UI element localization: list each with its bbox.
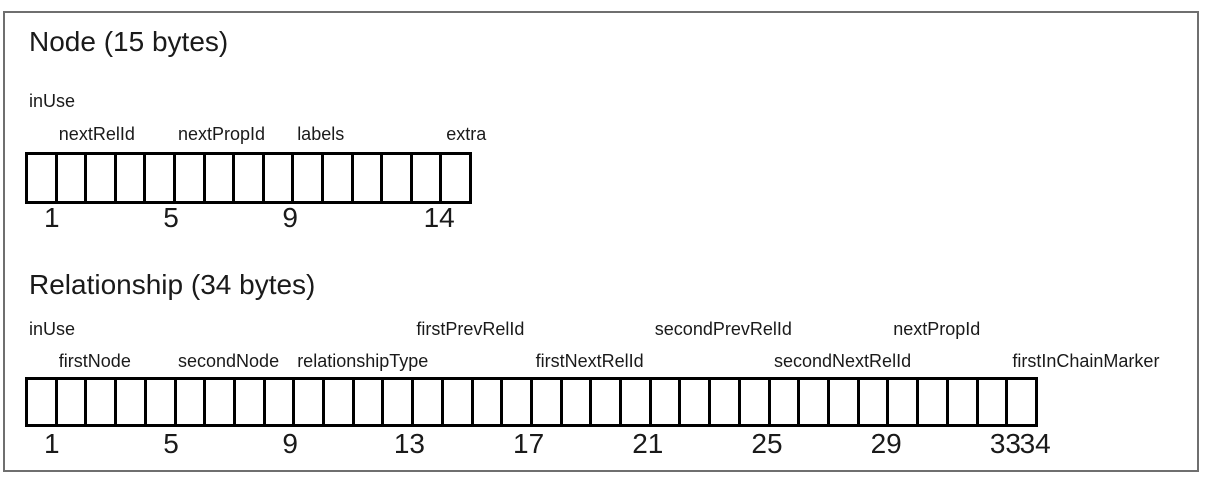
record-title-relationship: Relationship (34 bytes) (29, 269, 316, 300)
byte-cell (206, 380, 236, 424)
byte-marker: 17 (513, 428, 545, 459)
byte-cell (354, 380, 385, 424)
byte-cell (532, 380, 563, 424)
byte-marker: 21 (632, 428, 664, 459)
byte-marker: 5 (163, 202, 179, 233)
byte-cell (28, 380, 58, 424)
byte-cell (235, 155, 265, 201)
byte-cell (325, 380, 355, 424)
byte-cell (681, 380, 712, 424)
field-label-nextpropid: nextPropId (178, 124, 266, 144)
byte-cell (443, 380, 474, 424)
byte-cell (829, 380, 860, 424)
byte-cell (87, 380, 118, 424)
byte-cell (383, 155, 413, 201)
byte-marker: 1 (44, 428, 60, 459)
byte-cell (87, 155, 117, 201)
byte-cell (294, 155, 324, 201)
field-label-inuse: inUse (29, 91, 76, 111)
byte-cell (503, 380, 533, 424)
byte-cell (740, 380, 771, 424)
byte-marker: 14 (423, 202, 455, 233)
field-label-secondprevrelid: secondPrevRelId (654, 319, 792, 339)
byte-cell (592, 380, 623, 424)
field-label-extra: extra (446, 124, 487, 144)
byte-cell (295, 380, 326, 424)
byte-cell (146, 380, 177, 424)
field-label-firstnode: firstNode (58, 351, 131, 371)
byte-cell (265, 380, 296, 424)
byte-cell (622, 380, 652, 424)
field-label-nextrelid: nextRelId (58, 124, 135, 144)
byte-marker: 33 (989, 428, 1021, 459)
byte-cell (473, 380, 504, 424)
relationship-byte-row (25, 377, 1038, 427)
field-label-inuse: inUse (29, 319, 76, 339)
byte-cell (116, 155, 147, 201)
byte-cell (859, 380, 890, 424)
field-label-firstprevrelid: firstPrevRelId (416, 319, 525, 339)
byte-cell (1008, 380, 1035, 424)
byte-cell (414, 380, 444, 424)
byte-marker: 9 (282, 428, 298, 459)
record-title-node: Node (15 bytes) (29, 26, 229, 57)
byte-marker: 13 (393, 428, 425, 459)
field-label-secondnextrelid: secondNextRelId (774, 351, 912, 371)
byte-cell (978, 380, 1009, 424)
node-byte-row (25, 152, 472, 204)
byte-marker: 5 (163, 428, 179, 459)
byte-cell (562, 380, 593, 424)
byte-marker: 1 (44, 202, 60, 233)
field-label-firstnextrelid: firstNextRelId (535, 351, 644, 371)
byte-marker: 9 (282, 202, 298, 233)
byte-cell (57, 380, 88, 424)
byte-marker: 34 (1019, 428, 1051, 459)
byte-cell (175, 155, 206, 201)
byte-cell (948, 380, 979, 424)
byte-marker: 25 (751, 428, 783, 459)
byte-cell (205, 155, 236, 201)
byte-cell (323, 155, 354, 201)
field-label-labels: labels (297, 124, 345, 144)
byte-cell (442, 155, 469, 201)
field-label-secondnode: secondNode (178, 351, 280, 371)
field-label-firstinchainmarker: firstInChainMarker (1012, 351, 1160, 371)
byte-cell (711, 380, 741, 424)
byte-cell (919, 380, 949, 424)
byte-cell (384, 380, 415, 424)
field-label-relationshiptype: relationshipType (297, 351, 429, 371)
byte-cell (770, 380, 801, 424)
byte-cell (146, 155, 176, 201)
byte-cell (264, 155, 295, 201)
byte-cell (651, 380, 682, 424)
byte-cell (176, 380, 207, 424)
byte-cell (800, 380, 830, 424)
byte-cell (28, 155, 58, 201)
byte-cell (353, 155, 384, 201)
byte-cell (412, 155, 443, 201)
byte-marker: 29 (870, 428, 902, 459)
byte-cell (889, 380, 920, 424)
field-label-nextpropid: nextPropId (893, 319, 981, 339)
byte-cell (57, 155, 88, 201)
byte-cell (235, 380, 266, 424)
byte-cell (117, 380, 147, 424)
